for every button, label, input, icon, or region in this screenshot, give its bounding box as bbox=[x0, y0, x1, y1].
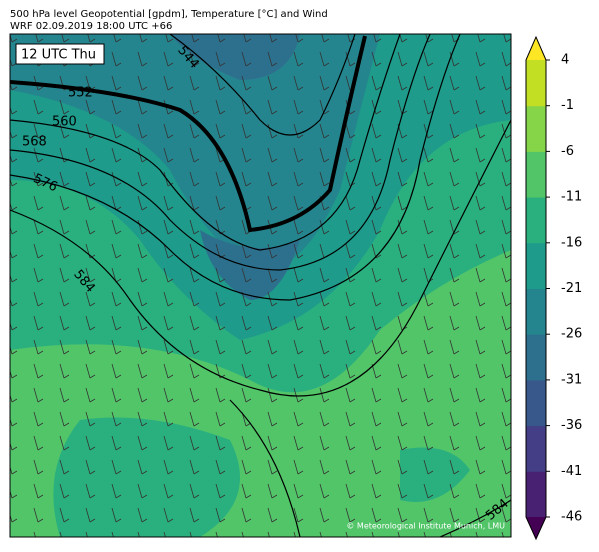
contour bbox=[10, 34, 461, 301]
credit: © Meteorological Institute Munich, LMU bbox=[346, 522, 505, 531]
colorbar-bin bbox=[526, 242, 546, 289]
colorbar-bin bbox=[526, 105, 546, 152]
contour bbox=[10, 34, 431, 271]
contour bbox=[10, 34, 401, 251]
colorbar-tick-label: -6 bbox=[561, 144, 574, 159]
colorbar-tick-label: -11 bbox=[561, 190, 582, 205]
contour bbox=[229, 399, 301, 537]
map-frame bbox=[9, 33, 512, 538]
colorbar-tick-label: -31 bbox=[561, 372, 582, 387]
colorbar-bin bbox=[526, 471, 546, 518]
colorbar-tick-label: -1 bbox=[561, 98, 574, 113]
colorbar-bin bbox=[526, 379, 546, 427]
contour-label: 568 bbox=[22, 135, 47, 150]
colorbar-bin bbox=[526, 425, 546, 472]
title: 500 hPa level Geopotential [gpdm], Tempe… bbox=[10, 9, 328, 20]
subtitle: WRF 02.09.2019 18:00 UTC +66 bbox=[10, 21, 172, 32]
colorbar-tick-label: -41 bbox=[561, 464, 582, 479]
colorbar-under bbox=[526, 517, 546, 539]
colorbar-bin bbox=[526, 197, 546, 244]
map bbox=[10, 34, 511, 537]
colorbar-tick-label: -26 bbox=[561, 327, 582, 342]
colorbar-tick-label: 4 bbox=[561, 53, 569, 68]
colorbar-over bbox=[526, 37, 546, 60]
contour-label: 560 bbox=[52, 115, 77, 130]
colorbar-bin bbox=[526, 288, 546, 335]
time-box bbox=[15, 43, 105, 65]
contour bbox=[169, 34, 356, 136]
colorbar-tick-label: -21 bbox=[561, 281, 582, 296]
colorbar-bin bbox=[526, 334, 546, 381]
colorbar-tick-label: -16 bbox=[561, 235, 582, 250]
contour bbox=[10, 35, 367, 233]
contour bbox=[10, 119, 511, 397]
colorbar: 4 -1 -6 -11 -16 -21 -26 -31 -36 -41 -46 bbox=[525, 35, 582, 541]
contour-label: 552 bbox=[68, 86, 93, 101]
colorbar-bin bbox=[526, 60, 546, 107]
colorbar-tick-label: -46 bbox=[561, 510, 582, 525]
colorbar-tick-label: -36 bbox=[561, 418, 582, 433]
colorbar-bin bbox=[526, 151, 546, 198]
contour bbox=[439, 499, 511, 537]
time-label: 12 UTC Thu bbox=[21, 48, 96, 63]
